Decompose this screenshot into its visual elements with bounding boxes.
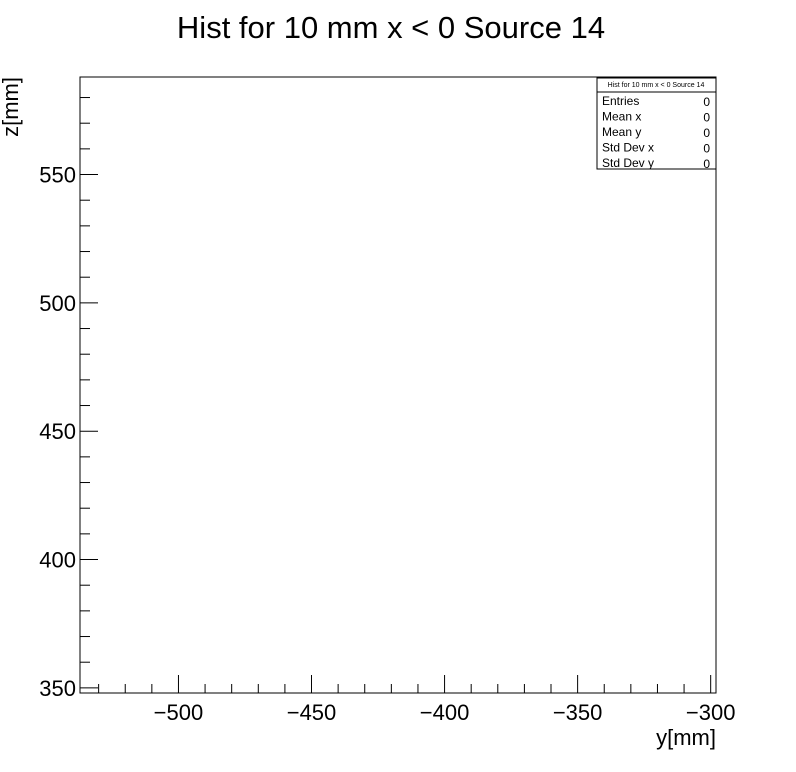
stats-row-value: 0 <box>703 111 710 125</box>
stats-row-value: 0 <box>703 157 710 171</box>
x-axis: −500 −450 −400 −350 −300 <box>98 675 736 725</box>
stats-box-frame <box>596 77 717 170</box>
stats-row-label: Entries <box>602 94 639 108</box>
y-tick-label: 350 <box>39 676 76 701</box>
stats-box-title: Hist for 10 mm x < 0 Source 14 <box>608 82 705 89</box>
stats-row-label: Std Dev x <box>602 141 654 155</box>
plot-frame <box>79 76 717 694</box>
stats-rows: Entries 0 Mean x 0 Mean y 0 Std Dev x 0 Std Dev … <box>602 94 710 171</box>
x-tick-label: −400 <box>420 700 470 725</box>
chart-title: Hist for 10 mm x < 0 Source 14 <box>177 10 605 45</box>
stats-row-label: Mean x <box>602 110 641 124</box>
x-tick-label: −450 <box>287 700 337 725</box>
stats-row-label: Mean y <box>602 125 641 139</box>
stats-row-value: 0 <box>703 142 710 156</box>
x-tick-label: −500 <box>154 700 204 725</box>
x-axis-title: y[mm] <box>656 725 716 750</box>
stats-row-label: Std Dev y <box>602 156 654 170</box>
y-tick-label: 400 <box>39 548 76 573</box>
stats-row-value: 0 <box>703 95 710 109</box>
y-axis-title: z[mm] <box>0 77 23 137</box>
stats-box: Hist for 10 mm x < 0 Source 14 Entries 0 M… <box>596 77 717 171</box>
stats-row-value: 0 <box>703 126 710 140</box>
x-tick-label: −350 <box>553 700 603 725</box>
y-tick-label: 450 <box>39 419 76 444</box>
x-tick-label: −300 <box>686 700 736 725</box>
y-tick-label: 500 <box>39 291 76 316</box>
y-axis: 350 400 450 500 550 <box>39 97 98 701</box>
y-tick-label: 550 <box>39 163 76 188</box>
